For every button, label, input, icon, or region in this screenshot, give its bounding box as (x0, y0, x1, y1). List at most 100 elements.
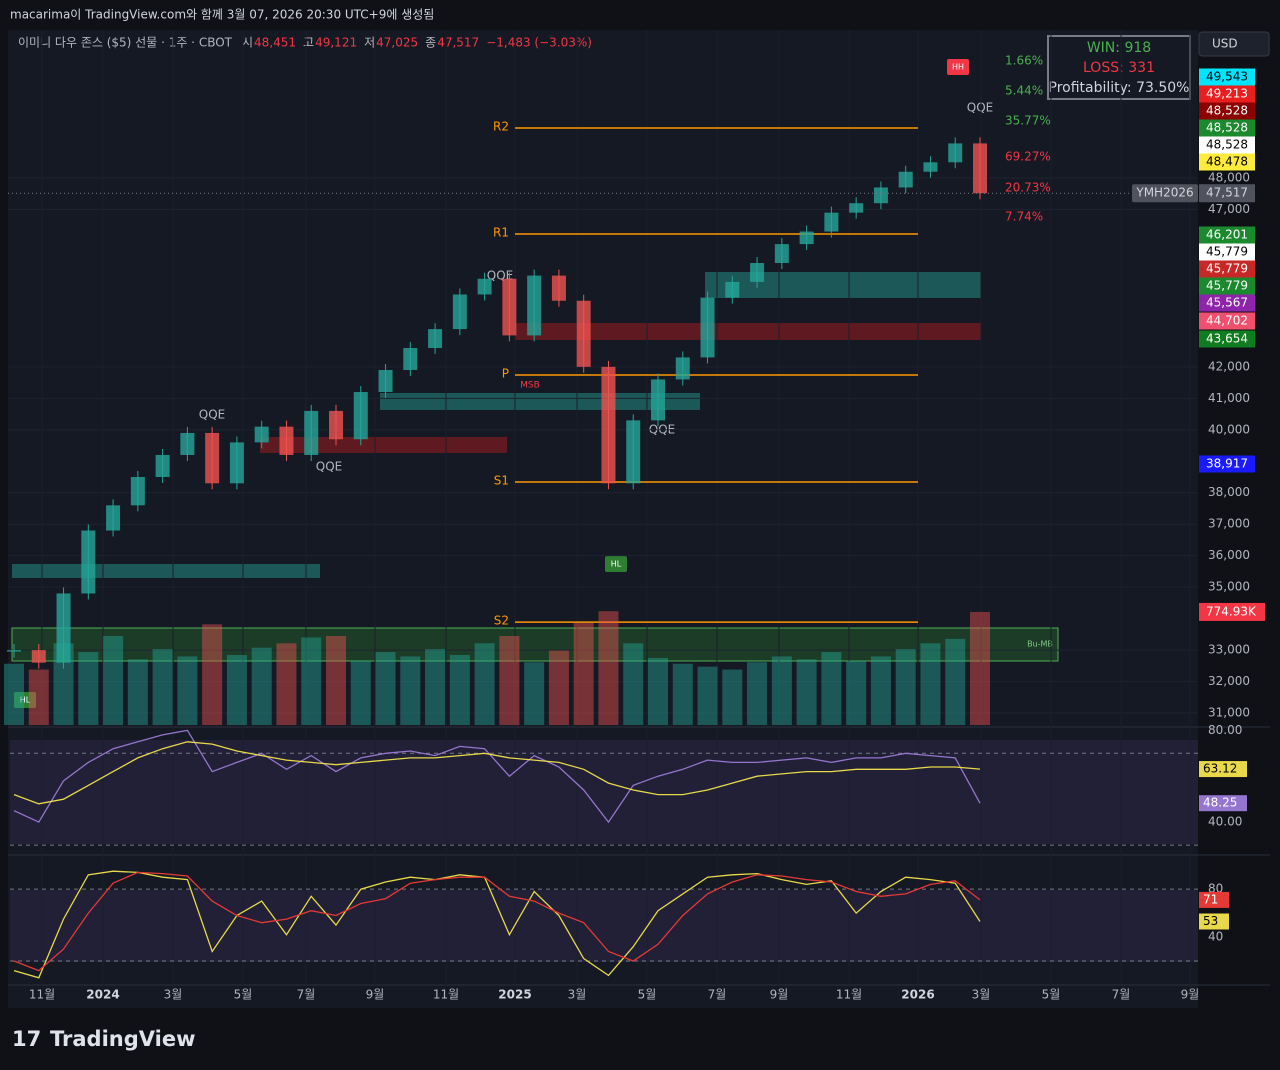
candle (229, 442, 244, 484)
x-tick-label: 3월 (164, 988, 183, 1002)
hl-badge (14, 692, 36, 708)
price-label: 46,201 (1206, 228, 1248, 242)
price-badge (1199, 85, 1255, 103)
rsi-band (10, 740, 1198, 844)
volume-bar (251, 647, 272, 725)
price-badge (1199, 243, 1255, 261)
profitability: Profitability: 73.50% (1049, 80, 1190, 96)
candle (824, 212, 839, 232)
y-tick-label: 38,000 (1208, 485, 1250, 499)
ohlc-label: 시 (242, 36, 253, 50)
volume-bar (846, 660, 867, 725)
y-tick-label: 47,000 (1208, 202, 1250, 216)
volume-bar (697, 666, 718, 725)
price-label: 43,654 (1206, 332, 1248, 346)
price-badge (1199, 119, 1255, 137)
symbol-label: YMH2026 (1135, 186, 1193, 200)
candle (56, 593, 71, 663)
candle (130, 477, 145, 506)
candle (551, 275, 566, 301)
volume-bar (648, 657, 668, 725)
price-label: 47,517 (1206, 186, 1248, 200)
price-badge (1199, 277, 1255, 295)
volume-bar (78, 652, 99, 725)
currency-button[interactable] (1198, 31, 1270, 57)
price-badge (1199, 330, 1255, 348)
price-badge (1199, 294, 1255, 312)
zone (12, 564, 320, 578)
zone (260, 437, 507, 453)
indicator-line (13, 741, 981, 805)
value-label: 63.12 (1203, 762, 1237, 776)
indicator-line (13, 871, 981, 972)
volume-bar (4, 663, 24, 725)
price-badge (1199, 455, 1255, 473)
candle (279, 426, 294, 455)
symbol-badge (1132, 184, 1198, 203)
x-tick-label: 11월 (29, 988, 55, 1002)
hh: HH (952, 63, 964, 72)
price-label: 49,213 (1206, 87, 1248, 101)
volume-bar (127, 659, 148, 725)
pivot-label: S1 (494, 474, 509, 488)
candle (675, 357, 690, 380)
pivot-label: R2 (493, 119, 509, 133)
logo-icon: 𝟭𝟳 (12, 1027, 41, 1051)
price-label: 38,917 (1206, 457, 1248, 471)
x-tick-label: 3월 (972, 988, 991, 1002)
candle (725, 281, 740, 298)
win: WIN: 918 (1087, 40, 1151, 56)
candle (700, 297, 715, 358)
volume-bar (499, 636, 520, 725)
volume-bar (425, 649, 446, 725)
price-label: 48,478 (1206, 155, 1248, 169)
candle (31, 650, 46, 663)
pivot-label: P (502, 367, 509, 381)
value-badge (1199, 913, 1229, 930)
candle (378, 370, 393, 393)
volume-bar (103, 636, 124, 725)
volume-bar (474, 643, 495, 725)
x-tick-label: 2024 (86, 988, 119, 1002)
qqe: QQE (199, 408, 225, 422)
y-tick-label: 40 (1208, 930, 1223, 944)
y-tick-label: 80.00 (1208, 723, 1242, 737)
candle (477, 278, 492, 295)
y-tick-label: 36,000 (1208, 548, 1250, 562)
candle (750, 263, 765, 282)
y-tick-label: 40.00 (1208, 815, 1242, 829)
y-tick-label: 42,000 (1208, 359, 1250, 373)
volume-bar (970, 611, 990, 725)
zone (380, 393, 700, 410)
candle (329, 410, 343, 440)
value-badge (1199, 761, 1247, 778)
candle (106, 505, 121, 531)
candle (502, 278, 517, 336)
volume-bar (53, 643, 74, 725)
currency[interactable]: USD (1212, 37, 1238, 51)
volume-bar (623, 643, 644, 725)
percent-label: 7.74% (1005, 210, 1043, 224)
volume-bar (177, 656, 198, 725)
caption: macarima이 TradingView.com와 함께 3월 07, 202… (10, 8, 434, 22)
volume-bar (945, 638, 966, 725)
pivot-label: S2 (494, 614, 509, 628)
x-tick-label: 9월 (1181, 988, 1200, 1002)
volume-bar (375, 652, 396, 725)
price-label: 48,528 (1206, 104, 1248, 118)
hl: HL (611, 560, 622, 569)
price-badge (1199, 68, 1255, 86)
x-tick-label: 2025 (498, 988, 531, 1002)
candle (254, 426, 269, 443)
price-label: 48,528 (1206, 121, 1248, 135)
volume-bar (226, 654, 247, 725)
candle (601, 366, 616, 484)
y-tick-label: 35,000 (1208, 580, 1250, 594)
volume-bar (400, 656, 421, 725)
chart-area (8, 30, 1198, 1008)
percent-label: 1.66% (1005, 54, 1043, 68)
qqe: QQE (316, 460, 342, 474)
candle (180, 432, 195, 455)
volume-bar (350, 660, 371, 725)
